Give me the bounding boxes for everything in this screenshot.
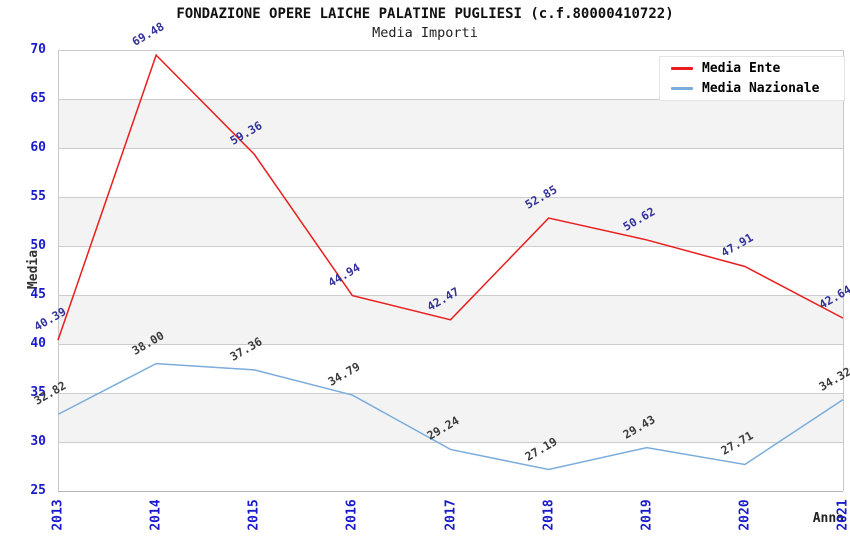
y-tick-label: 70 <box>30 42 46 57</box>
y-tick-label: 30 <box>30 434 46 449</box>
plot-band <box>58 197 843 246</box>
legend-entry: Media Nazionale <box>671 81 844 96</box>
data-point-label: 44.94 <box>325 259 363 290</box>
y-axis-title: Media <box>26 249 42 290</box>
x-tick-label: 2016 <box>344 499 360 531</box>
gridline <box>58 344 843 345</box>
y-tick-label: 35 <box>30 385 46 400</box>
x-tick-label: 2014 <box>148 499 164 531</box>
legend-line-swatch <box>671 67 693 70</box>
x-tick-label: 2017 <box>443 499 458 531</box>
x-tick-label: 2019 <box>639 499 655 531</box>
right-axis-spine <box>843 50 844 491</box>
gridline <box>58 197 843 198</box>
legend-line-swatch <box>671 87 693 90</box>
y-tick-label: 55 <box>30 189 46 204</box>
legend-entry: Media Ente <box>671 61 844 76</box>
y-tick-label: 65 <box>30 91 46 106</box>
y-tick-label: 50 <box>30 238 46 253</box>
left-axis-spine <box>58 50 59 491</box>
x-tick-label: 2020 <box>737 499 753 531</box>
y-tick-label: 40 <box>30 336 46 351</box>
plot-band <box>58 99 843 148</box>
gridline <box>58 148 843 149</box>
data-point-label: 69.48 <box>129 19 167 49</box>
x-tick-label: 2013 <box>50 499 66 531</box>
x-tick-label: 2021 <box>835 499 850 531</box>
chart-subtitle: Media Importi <box>372 25 478 41</box>
data-point-label: 34.79 <box>325 359 363 389</box>
x-tick-label: 2018 <box>541 499 557 531</box>
legend: Media Ente Media Nazionale <box>659 56 845 101</box>
legend-label: Media Ente <box>702 61 781 76</box>
chart-title: FONDAZIONE OPERE LAICHE PALATINE PUGLIES… <box>176 6 674 22</box>
x-tick-label: 2015 <box>246 499 262 531</box>
y-tick-label: 45 <box>30 287 46 302</box>
y-tick-label: 60 <box>30 140 46 155</box>
legend-label: Media Nazionale <box>702 81 820 96</box>
x-axis-title: Anno <box>812 511 844 526</box>
gridline <box>58 50 843 51</box>
gridline <box>58 393 843 394</box>
gridline <box>58 491 843 492</box>
y-tick-label: 25 <box>30 483 46 498</box>
data-point-label: 34.32 <box>816 363 850 394</box>
